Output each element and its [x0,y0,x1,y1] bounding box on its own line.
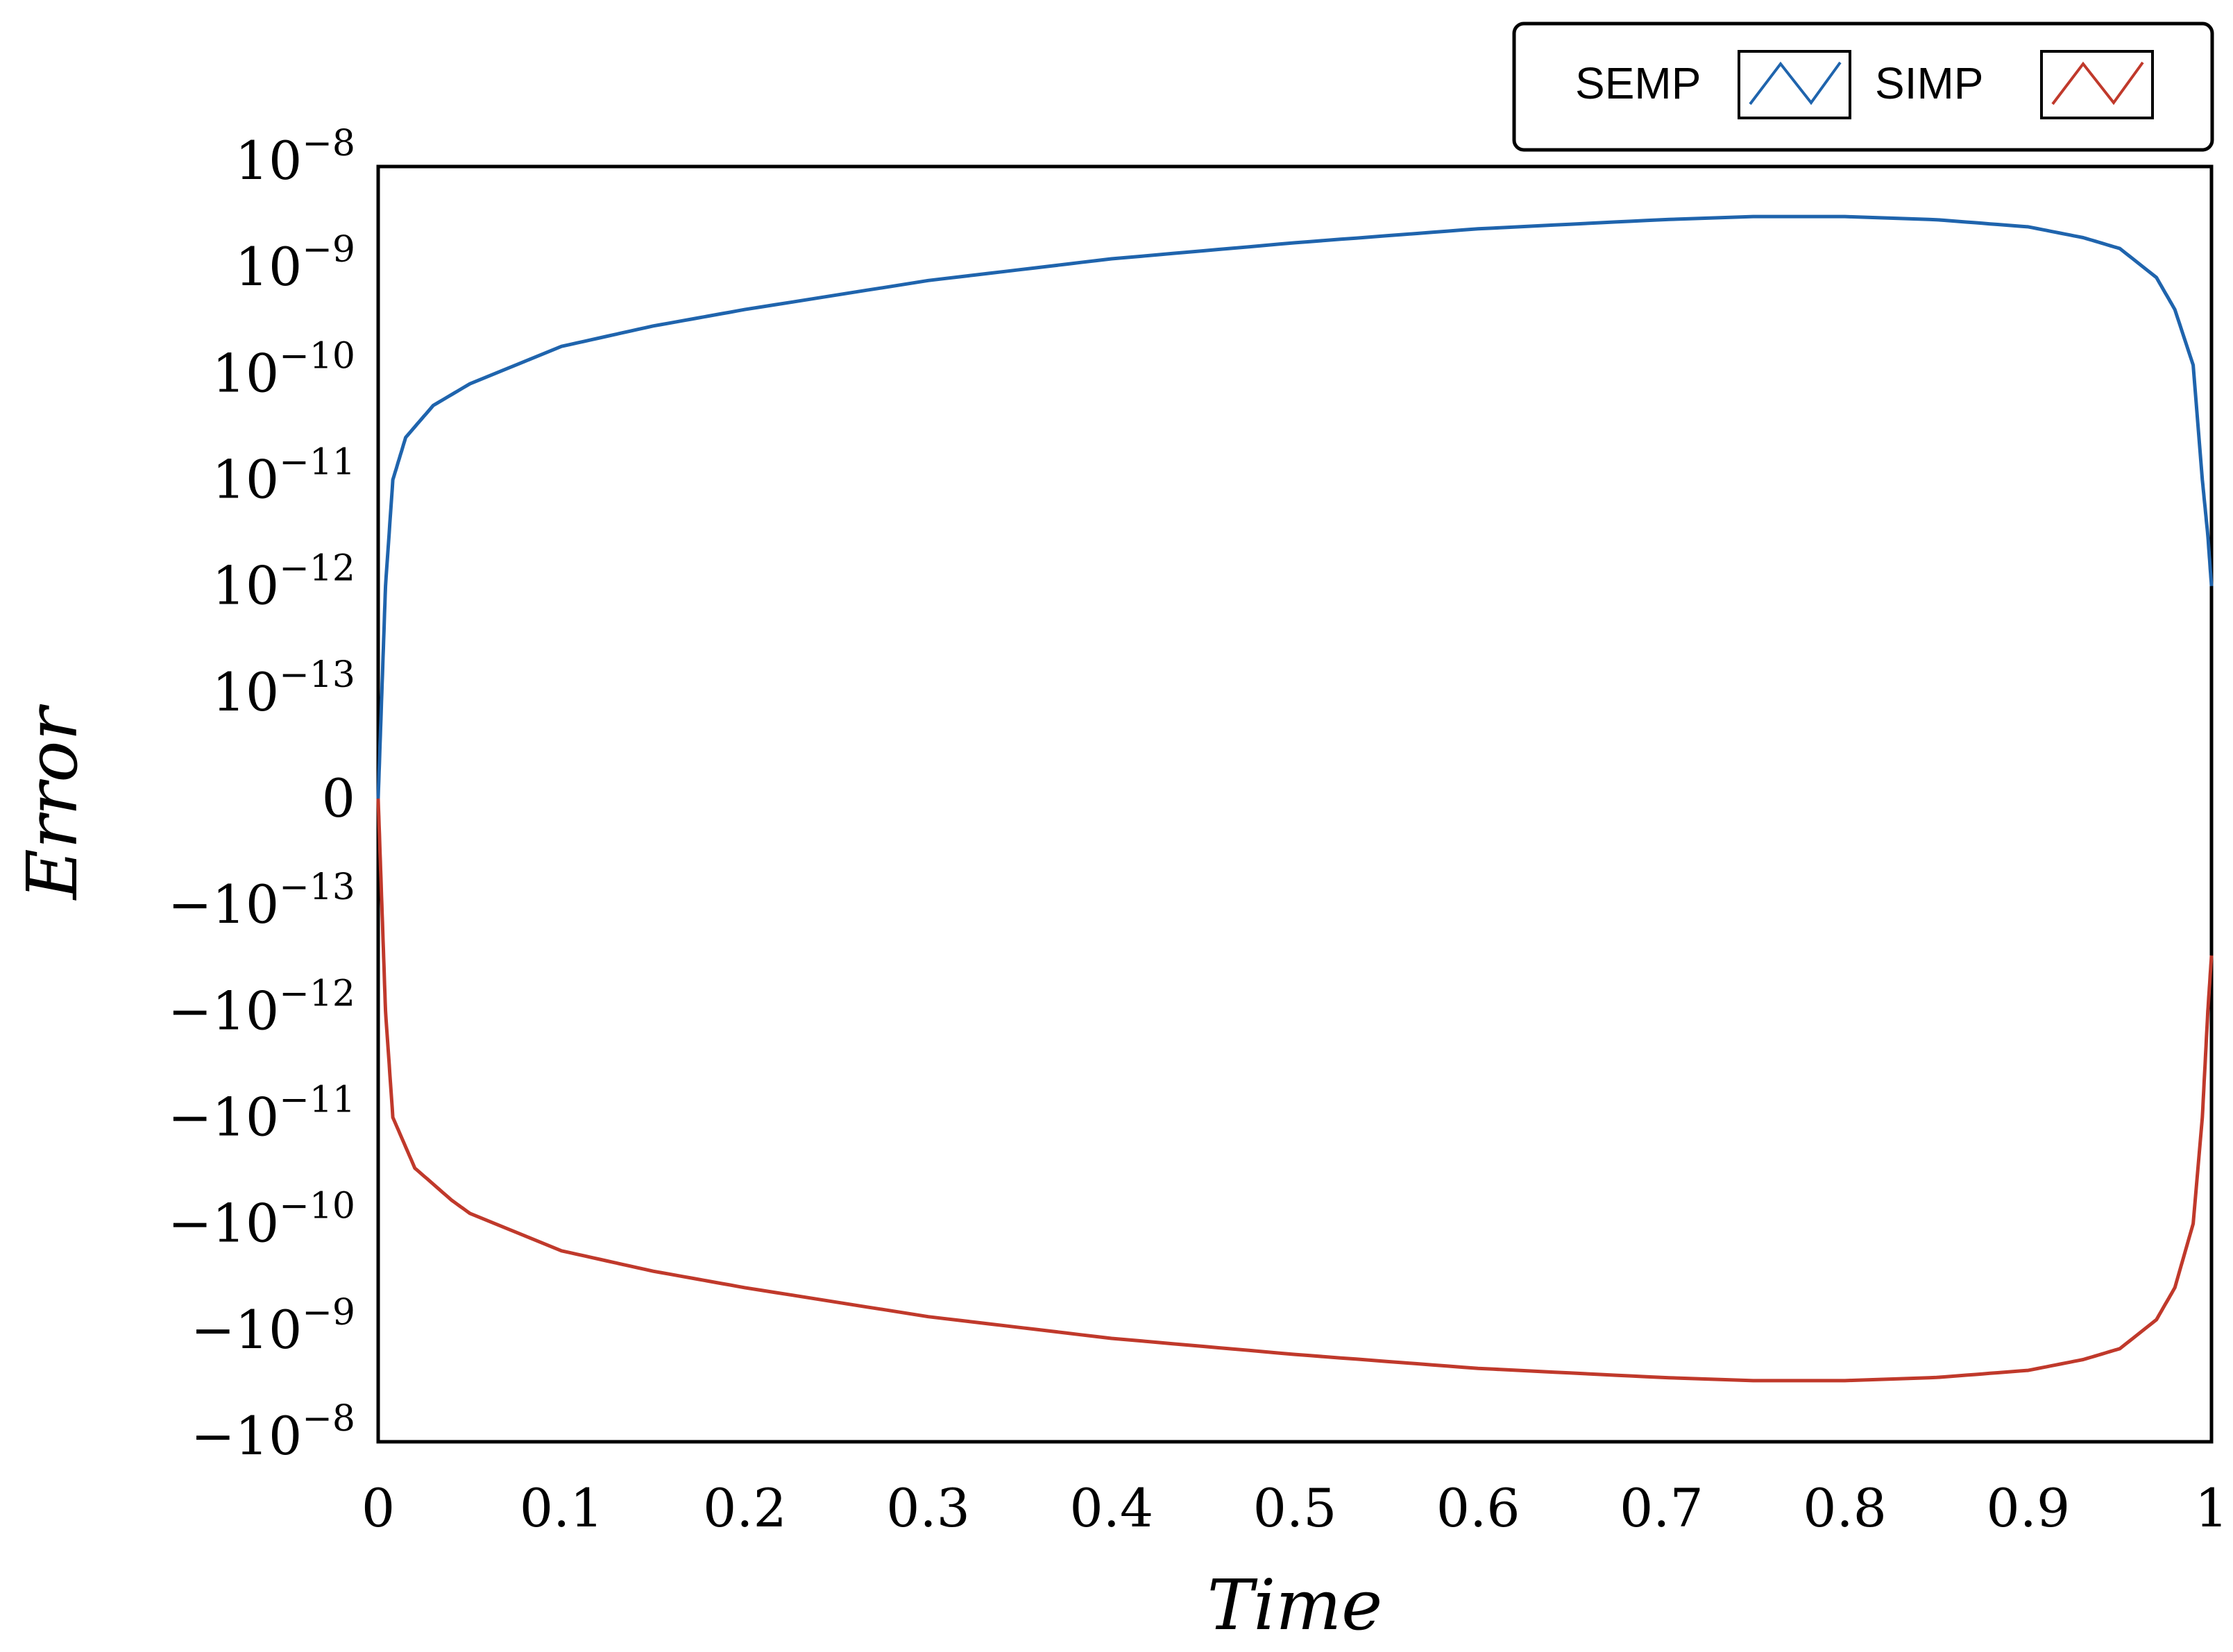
y-tick-label: −10−8 [191,1398,355,1467]
y-tick-label: 0 [322,767,355,829]
plot-frame [376,164,2214,1444]
y-tick-label: 10−13 [212,654,355,723]
x-tick-label: 0.3 [886,1477,970,1539]
legend-label-simp: SIMP [1875,58,1983,108]
legend-box [1512,22,2214,152]
y-tick-label: 10−10 [212,335,355,404]
legend-line-simp [2051,61,2144,105]
y-tick-label: 10−9 [235,229,355,298]
y-tick-label: −10−11 [168,1080,355,1148]
series-layer [376,214,2214,1383]
series-line-simp [376,798,2214,1383]
x-tick-label: 0.5 [1253,1477,1337,1539]
legend-label-semp: SEMP [1575,58,1701,108]
y-tick-label: −10−10 [168,1186,355,1254]
legend-swatch-simp [2040,50,2154,119]
y-axis: 10−8 10−9 10−10 10−11 10−12 10−13 0 −10−13 −10−1… [168,123,355,1467]
y-tick-label: 10−11 [212,442,355,511]
x-tick-label: 1 [2195,1477,2228,1539]
series-line-semp [376,214,2214,799]
x-tick-label: 0.8 [1803,1477,1887,1539]
y-axis-title: Error [12,704,93,901]
x-tick-label: 0 [362,1477,395,1539]
x-tick-label: 0.9 [1986,1477,2070,1539]
legend-swatch-semp [1738,50,1851,119]
y-tick-label: −10−13 [168,867,355,935]
legend-line-semp [1749,61,1842,105]
x-tick-label: 0.2 [703,1477,787,1539]
x-tick-label: 0.7 [1620,1477,1704,1539]
x-axis-title: Time [1207,1565,1383,1646]
x-tick-label: 0.1 [520,1477,604,1539]
legend: SEMP SIMP [1512,22,2214,152]
y-tick-label: −10−9 [191,1292,355,1361]
x-tick-label: 0.4 [1069,1477,1153,1539]
y-tick-label: 10−12 [212,548,355,617]
x-tick-label: 0.6 [1436,1477,1520,1539]
y-tick-label: −10−12 [168,973,355,1041]
x-axis: 0 0.1 0.2 0.3 0.4 0.5 0.6 0.7 0.8 0.9 1 [362,1477,2228,1539]
y-tick-label: 10−8 [235,123,355,191]
